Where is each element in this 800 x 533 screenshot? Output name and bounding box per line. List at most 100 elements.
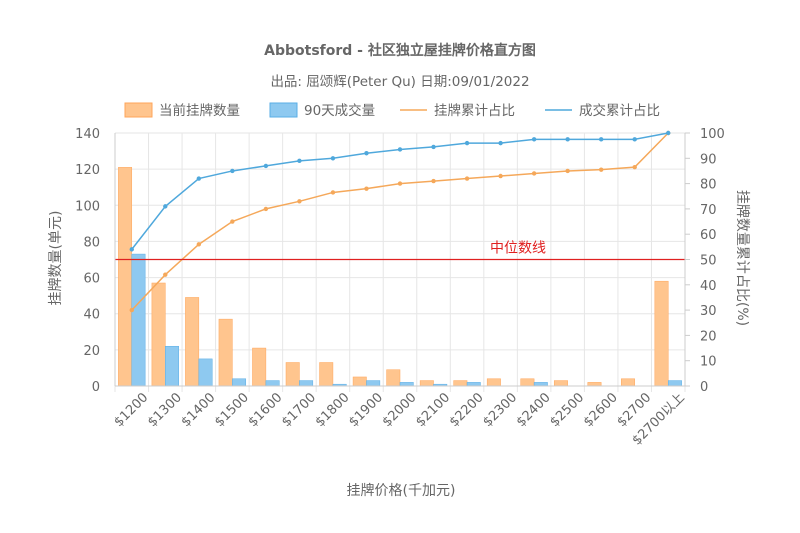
data-point <box>531 171 537 176</box>
y2-tick-label: 40 <box>700 279 717 294</box>
data-point <box>230 168 235 174</box>
x-tick-label: $2200 <box>447 390 487 430</box>
bar <box>265 380 280 387</box>
legend-label: 成交累计占比 <box>579 102 660 119</box>
data-point <box>598 137 604 142</box>
y2-tick-label: 60 <box>700 228 717 243</box>
data-point <box>397 181 403 186</box>
chart-title: Abbotsford - 社区独立屋挂牌价格直方图 <box>264 42 536 59</box>
x-tick-label: $2400 <box>514 390 554 430</box>
data-point <box>632 137 637 142</box>
bar <box>654 280 669 387</box>
x-tick-label: $2500 <box>547 390 587 430</box>
median-line-label: 中位数线 <box>490 241 546 257</box>
legend-label: 90天成交量 <box>304 102 375 119</box>
data-point <box>263 163 269 169</box>
legend-label: 挂牌累计占比 <box>434 102 515 119</box>
bar <box>621 378 635 387</box>
bar <box>419 380 434 387</box>
data-point <box>163 204 168 209</box>
data-point <box>364 151 369 156</box>
bar <box>319 362 334 387</box>
grid-lines <box>114 132 686 392</box>
x-tick-label: $1400 <box>179 390 219 430</box>
y2-tick-label: 100 <box>700 127 725 142</box>
x-tick-label: $1700 <box>279 390 319 430</box>
data-point <box>297 199 302 204</box>
bar <box>252 347 267 387</box>
data-point <box>464 140 470 146</box>
y2-tick-label: 10 <box>700 355 717 370</box>
bar <box>386 369 401 387</box>
lines-layer <box>129 130 671 313</box>
x-tick-label: $1900 <box>346 390 386 430</box>
legend-label: 当前挂牌数量 <box>159 102 240 119</box>
bar <box>165 345 179 387</box>
y2-tick-label: 70 <box>700 203 717 218</box>
bars-layer <box>118 167 682 387</box>
x-tick-label: $2300 <box>480 390 520 430</box>
bar <box>553 380 568 387</box>
data-point <box>464 176 470 181</box>
bar <box>520 378 535 387</box>
y-tick-label: 80 <box>83 235 100 250</box>
y2-tick-label: 30 <box>700 304 717 319</box>
y2-tick-label: 50 <box>700 254 717 269</box>
bar <box>185 297 200 387</box>
data-point <box>230 219 235 224</box>
x-tick-label: $1200 <box>112 390 152 430</box>
bar <box>486 378 501 387</box>
x-axis-title: 挂牌价格(千加元) <box>347 482 456 499</box>
data-point <box>263 206 269 212</box>
x-tick-label: $1300 <box>145 390 185 430</box>
y-tick-label: 120 <box>75 163 100 178</box>
x-tick-label: $1500 <box>212 390 252 430</box>
legend-swatch <box>124 102 153 118</box>
bar <box>466 382 481 387</box>
data-point <box>431 178 436 184</box>
data-point <box>330 156 336 161</box>
y-tick-label: 20 <box>83 344 100 359</box>
axes-layer: 0 20 40 60 80 100 120 140 0 10 20 30 40 50 60 70 80 90 100… <box>75 127 725 448</box>
x-tick-label: $2000 <box>380 390 420 430</box>
bar <box>151 282 166 387</box>
y-tick-label: 60 <box>83 272 100 287</box>
y-tick-label: 40 <box>83 308 100 323</box>
data-point <box>397 147 403 152</box>
bar <box>533 382 548 387</box>
data-point <box>196 176 202 181</box>
data-point <box>431 144 436 150</box>
x-tick-label: $1600 <box>246 390 286 430</box>
data-point <box>498 173 503 179</box>
data-point <box>565 168 570 174</box>
data-point <box>531 137 537 142</box>
y2-tick-label: 0 <box>700 380 708 395</box>
bar <box>232 378 247 387</box>
bar <box>399 382 414 387</box>
median-line-layer: 中位数线 <box>115 241 685 261</box>
x-tick-label: $2100 <box>413 390 453 430</box>
data-point <box>598 167 604 172</box>
x-tick-label: $1800 <box>313 390 353 430</box>
y2-tick-label: 80 <box>700 178 717 193</box>
bar <box>667 380 682 387</box>
data-point <box>632 164 637 170</box>
chart-subtitle: 出品: 屈颂辉(Peter Qu) 日期:09/01/2022 <box>270 74 529 90</box>
data-point <box>565 137 570 142</box>
bar <box>131 253 146 387</box>
series-line <box>131 132 669 311</box>
data-point <box>129 307 134 313</box>
data-point <box>196 242 202 247</box>
data-point <box>498 140 503 146</box>
bar <box>285 362 300 387</box>
legend-swatch <box>269 102 298 118</box>
bar <box>366 380 381 387</box>
data-point <box>330 190 336 195</box>
y-tick-label: 100 <box>75 199 100 214</box>
data-point <box>163 272 168 277</box>
bar <box>198 358 213 387</box>
data-point <box>129 247 134 252</box>
y-axis-title: 挂牌数量(单元) <box>47 211 64 306</box>
y-tick-label: 0 <box>92 380 100 395</box>
